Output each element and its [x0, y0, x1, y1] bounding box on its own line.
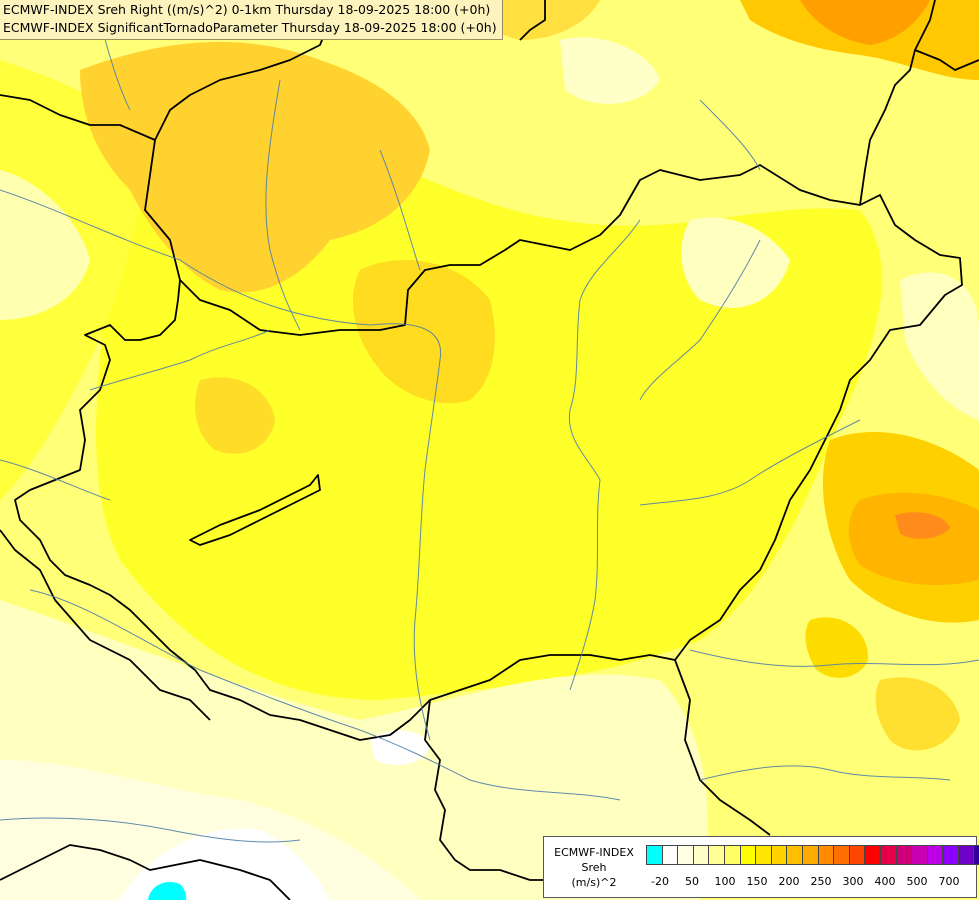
border-north: [0, 94, 181, 281]
legend-tick-label: 700: [938, 875, 960, 888]
sreh-contour-golden-se: [805, 617, 869, 678]
legend-swatch: [801, 845, 818, 865]
sreh-contour-light-north: [560, 37, 660, 104]
sreh-contour-cyan: [148, 881, 187, 900]
legend-swatch: [833, 845, 849, 865]
legend-ticks: -20 50 100 150 200 250 300 400 500 700: [646, 875, 976, 891]
river-drava: [29, 589, 621, 801]
legend-swatch: [879, 845, 896, 865]
legend-swatch: [926, 845, 943, 865]
legend-tick-label: 150: [746, 875, 768, 888]
river-sava: [0, 817, 301, 843]
legend-swatch: [646, 845, 662, 865]
sreh-contour-light-south-2: [0, 760, 420, 900]
legend-swatch: [755, 845, 771, 865]
title-line-stp: ECMWF-INDEX SignificantTornadoParameter …: [3, 20, 497, 35]
river-north2: [379, 149, 421, 271]
river-west: [0, 459, 111, 501]
sreh-contour-light-west: [0, 170, 90, 320]
sreh-contour-light-east: [681, 217, 790, 308]
legend-tick-label: 300: [842, 875, 864, 888]
legend-tick-label: 250: [810, 875, 832, 888]
legend-swatch: [864, 845, 880, 865]
legend-title-source: ECMWF-INDEX: [554, 846, 634, 859]
legend-swatch: [817, 845, 834, 865]
sreh-contour-golden-center: [352, 260, 495, 404]
legend-swatch: [692, 845, 709, 865]
river-east1: [639, 239, 761, 401]
sreh-contour-orange-e: [848, 492, 979, 585]
legend-swatch: [739, 845, 756, 865]
legend-tick-label: 200: [778, 875, 800, 888]
legend-swatch: [895, 845, 912, 865]
title-box: ECMWF-INDEX Sreh Right ((m/s)^2) 0-1km T…: [0, 0, 503, 40]
legend-swatch: [942, 845, 958, 865]
border-south: [424, 699, 560, 881]
legend-swatch: [770, 845, 787, 865]
legend-title-unit: (m/s)^2: [571, 876, 617, 889]
legend-swatch: [973, 845, 979, 865]
border-ne-top2: [519, 0, 546, 41]
legend-swatch: [723, 845, 740, 865]
border-sw-bottom: [0, 844, 291, 900]
sreh-contour-white-center: [370, 730, 430, 765]
legend-swatch: [677, 845, 693, 865]
rivers: [0, 19, 979, 843]
border-northeast: [859, 49, 979, 206]
title-line-sreh: ECMWF-INDEX Sreh Right ((m/s)^2) 0-1km T…: [3, 2, 491, 17]
sreh-contour-light-ne: [900, 272, 979, 420]
river-raba: [89, 329, 271, 391]
legend-swatch: [957, 845, 974, 865]
legend-tick-label: 100: [714, 875, 736, 888]
sreh-contour-orange-e-core: [895, 512, 950, 539]
sreh-contour-golden-se2: [875, 677, 960, 751]
border-southwest: [0, 529, 211, 721]
legend-title-param: Sreh: [581, 861, 607, 874]
sreh-contour-golden-west: [195, 377, 275, 454]
legend-swatch: [786, 845, 802, 865]
border-lake-balaton: [189, 474, 321, 546]
legend-tick-label: 50: [685, 875, 699, 888]
border-hungary: [14, 164, 963, 741]
legend-swatch: [848, 845, 865, 865]
sreh-contour-golden-north: [80, 41, 430, 293]
legend-swatches: [646, 845, 979, 865]
color-legend: ECMWF-INDEX Sreh (m/s)^2 -20 50 100 150 200 2…: [543, 836, 979, 898]
river-se: [699, 765, 951, 781]
river-ne: [699, 99, 761, 171]
legend-swatch: [708, 845, 724, 865]
river-north1: [265, 79, 301, 331]
river-tisza: [568, 219, 641, 691]
legend-tick-label: 400: [874, 875, 896, 888]
river-east3: [689, 649, 979, 667]
legend-swatch: [661, 845, 678, 865]
legend-tick-label: 500: [906, 875, 928, 888]
sreh-contour-white-sw: [120, 828, 330, 900]
river-danube: [0, 189, 442, 741]
sreh-contour-orange-ne: [800, 0, 930, 45]
legend-tick-label: -20: [651, 875, 669, 888]
border-ne-top: [914, 0, 936, 51]
legend-title: ECMWF-INDEX Sreh (m/s)^2: [548, 845, 640, 890]
river-east2: [639, 419, 861, 506]
legend-swatch: [911, 845, 927, 865]
